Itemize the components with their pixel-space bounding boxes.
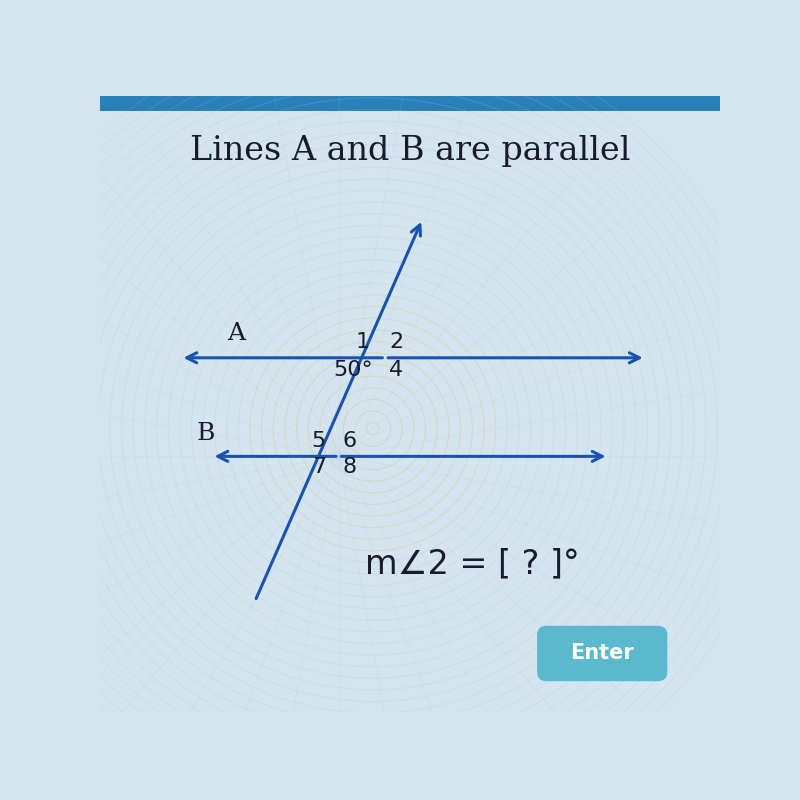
Text: 50°: 50° [333,359,373,379]
Text: 4: 4 [390,359,403,379]
Text: Enter: Enter [570,643,634,663]
Text: Lines A and B are parallel: Lines A and B are parallel [190,135,630,167]
Text: 1: 1 [355,333,370,352]
Text: 5: 5 [312,431,326,451]
FancyBboxPatch shape [100,96,720,111]
Text: A: A [227,322,246,345]
Text: 2: 2 [390,333,403,352]
Text: 6: 6 [342,431,357,451]
Text: B: B [196,422,214,445]
Text: 8: 8 [342,457,357,477]
Text: 7: 7 [312,457,326,477]
Text: m∠2 = [ ? ]°: m∠2 = [ ? ]° [365,548,579,581]
FancyBboxPatch shape [537,626,667,682]
